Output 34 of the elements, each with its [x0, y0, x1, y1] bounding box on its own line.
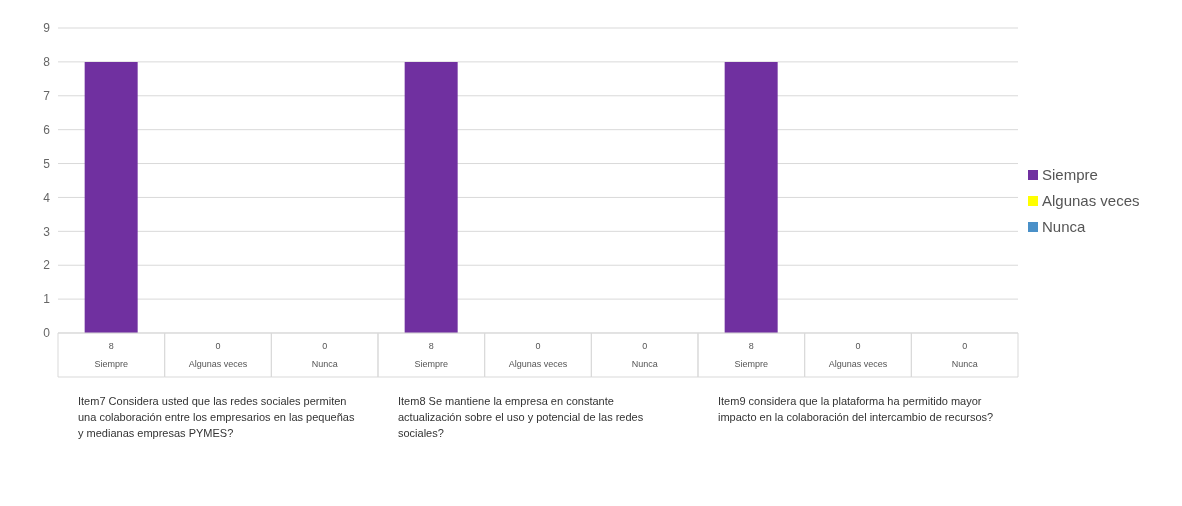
- x-tick-label: Nunca: [311, 359, 338, 369]
- x-tick-label: Nunca: [631, 359, 658, 369]
- data-label: 0: [642, 341, 648, 351]
- data-label: 8: [428, 341, 434, 351]
- y-tick-label: 9: [43, 21, 51, 36]
- y-tick-label: 4: [43, 190, 51, 205]
- data-label: 0: [535, 341, 541, 351]
- y-tick-label: 7: [43, 89, 51, 104]
- legend-label: Siempre: [1042, 164, 1098, 185]
- y-tick-label: 6: [43, 122, 51, 137]
- x-tick-label: Algunas veces: [188, 359, 248, 369]
- text: Item8 Se mantiene la empresa en constante actualización sobre el uso y potencial de las redes sociales?: [398, 394, 645, 441]
- data-label: 0: [322, 341, 328, 351]
- data-label: 0: [962, 341, 968, 351]
- y-tick-label: 1: [43, 292, 51, 307]
- data-label: 8: [108, 341, 114, 351]
- x-tick-label: Siempre: [734, 359, 769, 369]
- data-label: 0: [855, 341, 861, 351]
- data-label: 0: [215, 341, 221, 351]
- y-tick-label: 3: [43, 224, 51, 239]
- x-tick-label: Nunca: [951, 359, 978, 369]
- text: Item9 considera que la plataforma ha permitido mayor impacto en la colaboración del intercambio de recursos?: [718, 394, 995, 425]
- y-tick-label: 2: [43, 258, 51, 273]
- y-tick-label: 8: [43, 55, 51, 70]
- x-tick-label: Siempre: [414, 359, 449, 369]
- text: Item7 Considera usted que las redes sociales permiten una colaboración entre los empresarios en las pequeñas y medianas empresas PYMES?: [78, 394, 356, 441]
- x-tick-label: Algunas veces: [508, 359, 568, 369]
- legend-label: Nunca: [1042, 216, 1086, 237]
- y-tick-label: 0: [43, 326, 51, 341]
- legend-label: Algunas veces: [1042, 190, 1140, 211]
- data-label: 8: [748, 341, 754, 351]
- x-tick-label: Siempre: [94, 359, 129, 369]
- x-tick-label: Algunas veces: [828, 359, 888, 369]
- y-tick-label: 5: [43, 156, 51, 171]
